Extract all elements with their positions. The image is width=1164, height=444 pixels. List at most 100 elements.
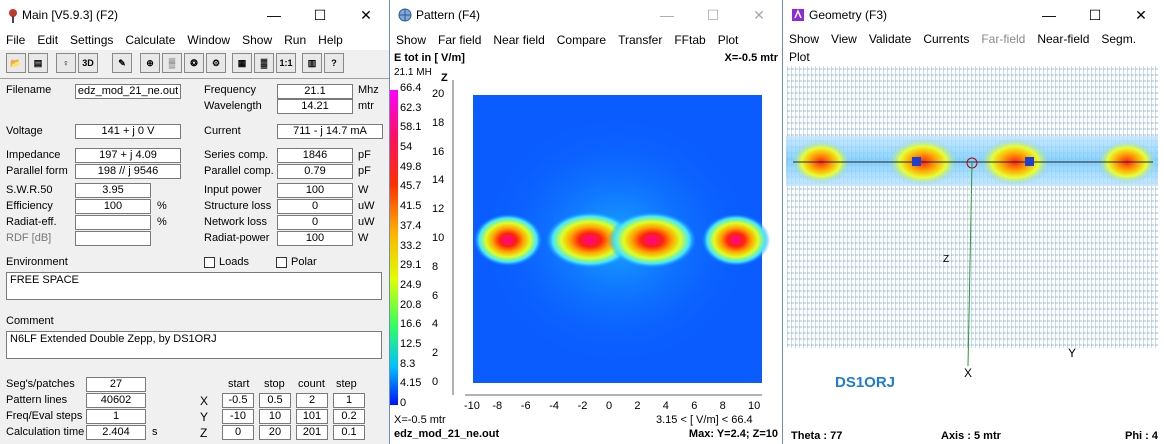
comment-label: Comment	[6, 315, 54, 327]
y-tick-label: 0	[432, 376, 439, 388]
scale-label: 12.5	[400, 337, 422, 350]
grid-z-count[interactable]: 201	[296, 425, 328, 440]
menu-far-field[interactable]: Far field	[438, 33, 482, 47]
scale-icon[interactable]: 1:1	[276, 53, 296, 73]
scale-label: 58.1	[400, 121, 422, 134]
comment-box[interactable]: N6LF Extended Double Zepp, by DS1ORJ	[6, 331, 382, 359]
menu-calculate[interactable]: Calculate	[125, 33, 176, 47]
loads-checkbox[interactable]: Loads	[204, 256, 249, 268]
filename-field[interactable]: edz_mod_21_ne.out	[75, 84, 181, 99]
calc-time-unit: s	[152, 426, 158, 438]
grid-z-stop[interactable]: 20	[259, 425, 291, 440]
voltage-field[interactable]: 141 + j 0 V	[75, 124, 181, 139]
pattern-title: Pattern (F4)	[416, 8, 481, 22]
minimize-icon[interactable]: —	[267, 7, 281, 23]
edit-icon[interactable]: ✎	[112, 53, 132, 73]
x-tick-label: -6	[520, 400, 531, 412]
menu-show[interactable]: Show	[789, 32, 820, 46]
menu-show[interactable]: Show	[242, 33, 273, 47]
filename-label: Filename	[6, 84, 52, 96]
frequency-field[interactable]: 21.1	[277, 84, 353, 99]
menu-plot[interactable]: Plot	[789, 50, 810, 64]
rdf-label: RDF [dB]	[6, 232, 52, 244]
grid-x-start[interactable]: -0.5	[222, 393, 254, 408]
hotspot-3	[608, 212, 696, 268]
close-icon[interactable]: ✕	[360, 7, 372, 23]
geometry-canvas[interactable]: Z Y X DS1ORJ Theta : 77 Axis : 5 mtr Phi…	[783, 66, 1164, 444]
y-tick-label: 10	[432, 232, 445, 244]
grid-z-step[interactable]: 0.1	[333, 425, 365, 440]
maximize-icon[interactable]: ☐	[706, 7, 720, 23]
source-icon[interactable]: ⊕	[140, 53, 160, 73]
grid-axis-x: X	[200, 394, 209, 408]
scale-label: 0	[400, 397, 407, 409]
grid-x-count[interactable]: 2	[296, 393, 328, 408]
menu-edit[interactable]: Edit	[37, 33, 59, 47]
3d-icon[interactable]: 3D	[78, 53, 98, 73]
menu-file[interactable]: File	[6, 33, 26, 47]
grid-y-count[interactable]: 101	[296, 409, 328, 424]
menu-near-field[interactable]: Near field	[493, 33, 545, 47]
help-icon[interactable]: ?	[324, 53, 344, 73]
menu-fftab[interactable]: FFtab	[674, 33, 706, 47]
minimize-icon[interactable]: —	[1042, 7, 1056, 23]
pattern-titlebar[interactable]: Pattern (F4) — ☐ ✕	[390, 0, 782, 30]
polar-check-icon[interactable]	[276, 256, 287, 268]
load-marker-1	[912, 157, 921, 166]
grid-y-start[interactable]: -10	[222, 409, 254, 424]
grid-y-stop[interactable]: 10	[259, 409, 291, 424]
scale-label: 37.4	[400, 219, 422, 232]
antenna-icon[interactable]: ♀	[56, 53, 76, 73]
colors-icon[interactable]: ▓	[254, 53, 274, 73]
geometry-titlebar[interactable]: Geometry (F3) — ☐ ✕	[783, 0, 1164, 30]
grid-x-stop[interactable]: 0.5	[259, 393, 291, 408]
pattern-z-axis-label: Z	[441, 72, 448, 84]
wavelength-unit: mtr	[358, 100, 374, 112]
ground-icon[interactable]: ▒	[162, 53, 182, 73]
scale-label: 20.8	[400, 298, 422, 311]
pattern-range: 3.15 < [ V/m] < 66.4	[656, 414, 753, 426]
close-icon[interactable]: ✕	[1135, 7, 1147, 23]
settings-icon[interactable]: ⚙	[206, 53, 226, 73]
grid-y-step[interactable]: 0.2	[333, 409, 365, 424]
menu-segm-[interactable]: Segm.	[1101, 32, 1137, 46]
maximize-icon[interactable]: ☐	[313, 7, 327, 23]
book-icon[interactable]: ▥	[302, 53, 322, 73]
loads-check-icon[interactable]	[204, 256, 215, 268]
freq-eval-label: Freq/Eval steps	[6, 410, 83, 422]
polar-checkbox[interactable]: Polar	[276, 256, 317, 268]
menu-show[interactable]: Show	[396, 33, 427, 47]
save-icon[interactable]: ▤	[28, 53, 48, 73]
menu-compare[interactable]: Compare	[556, 33, 607, 47]
menu-plot[interactable]: Plot	[717, 33, 739, 47]
rdf-field	[75, 231, 151, 246]
menu-help[interactable]: Help	[318, 33, 343, 47]
geo-axis-x: X	[964, 366, 973, 380]
pattern-icon[interactable]: ❂	[184, 53, 204, 73]
open-icon[interactable]: 📂	[6, 53, 26, 73]
menu-transfer[interactable]: Transfer	[618, 33, 663, 47]
grid-x-step[interactable]: 1	[333, 393, 365, 408]
menu-settings[interactable]: Settings	[70, 33, 114, 47]
scale-label: 8.3	[400, 357, 416, 370]
menu-currents[interactable]: Currents	[923, 32, 970, 46]
pattern-canvas[interactable]: E tot in [ V/m] X=-0.5 mtr 21.1 MH Z	[390, 50, 782, 444]
menu-run[interactable]: Run	[284, 33, 307, 47]
y-tick-label: 16	[432, 145, 445, 158]
menu-validate[interactable]: Validate	[868, 32, 912, 46]
environment-box[interactable]: FREE SPACE	[6, 272, 382, 300]
maximize-icon[interactable]: ☐	[1088, 7, 1102, 23]
close-icon[interactable]: ✕	[753, 7, 765, 23]
menu-view[interactable]: View	[831, 32, 857, 46]
main-titlebar[interactable]: Main [V5.9.3] (F2) — ☐ ✕	[0, 0, 389, 30]
geo-status-axis: Axis : 5 mtr	[941, 430, 1001, 442]
parallel-comp-unit: pF	[358, 165, 371, 177]
grid-z-start[interactable]: 0	[222, 425, 254, 440]
menu-near-field[interactable]: Near-field	[1037, 32, 1090, 46]
polar-label: Polar	[291, 256, 317, 268]
menu-far-field[interactable]: Far-field	[981, 32, 1026, 46]
menu-window[interactable]: Window	[187, 33, 231, 47]
efficiency-field: 100	[75, 199, 151, 214]
calculator-icon[interactable]: ▦	[232, 53, 252, 73]
minimize-icon[interactable]: —	[660, 7, 674, 23]
